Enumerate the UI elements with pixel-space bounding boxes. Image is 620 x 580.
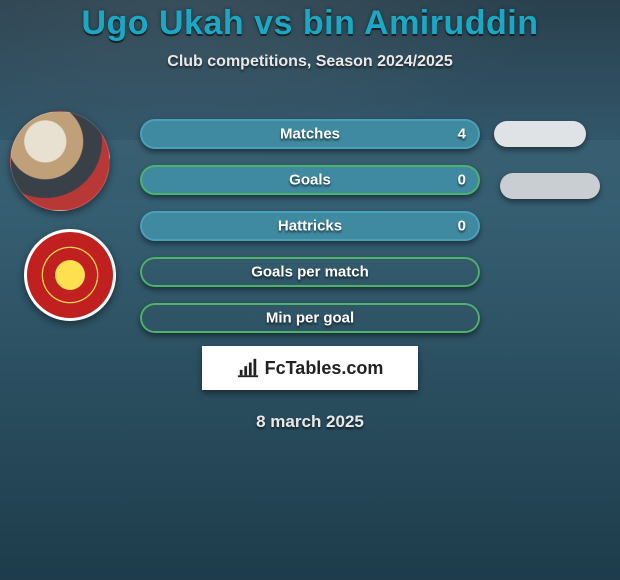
date-text: 8 march 2025 [0, 412, 620, 432]
page-title: Ugo Ukah vs bin Amiruddin [0, 4, 620, 43]
subtitle: Club competitions, Season 2024/2025 [0, 53, 620, 71]
stat-bar-hattricks: Hattricks 0 [140, 211, 480, 241]
stat-bar-min-per-goal: Min per goal [140, 303, 480, 333]
content: Ugo Ukah vs bin Amiruddin Club competiti… [0, 0, 620, 580]
stat-bars: Matches 4 Goals 0 Hattricks 0 Goals per … [140, 119, 480, 349]
stat-bar-label: Matches [280, 126, 340, 143]
stat-bar-matches: Matches 4 [140, 119, 480, 149]
brand-text: FcTables.com [265, 358, 384, 379]
club-crest [24, 229, 116, 321]
stat-bar-value: 4 [458, 126, 466, 143]
stat-bar-value: 0 [458, 218, 466, 235]
stat-bar-goals-per-match: Goals per match [140, 257, 480, 287]
main-area: Matches 4 Goals 0 Hattricks 0 Goals per … [0, 99, 620, 334]
stat-bar-label: Min per goal [266, 310, 354, 327]
pill-right-1 [494, 121, 586, 147]
bar-chart-icon [237, 357, 259, 379]
stat-bar-label: Goals per match [251, 264, 369, 281]
stat-bar-label: Hattricks [278, 218, 342, 235]
pill-right-2 [500, 173, 600, 199]
stat-bar-goals: Goals 0 [140, 165, 480, 195]
stat-bar-label: Goals [289, 172, 331, 189]
player-avatar [10, 111, 110, 211]
brand-badge: FcTables.com [202, 346, 418, 390]
stat-bar-value: 0 [458, 172, 466, 189]
